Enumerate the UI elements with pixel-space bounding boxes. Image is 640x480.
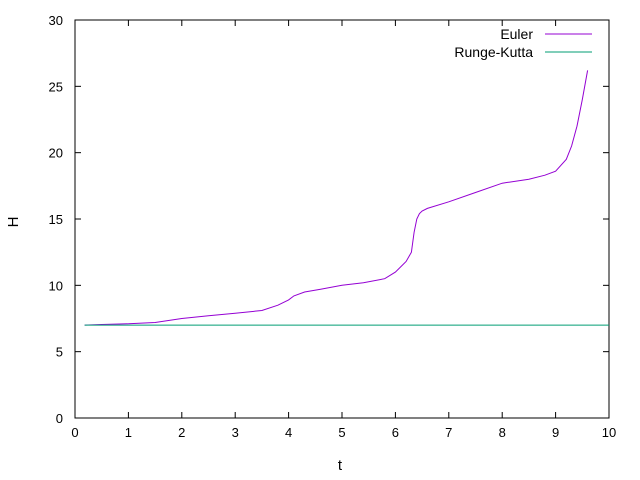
x-axis-label: t (338, 457, 343, 474)
x-tick-label: 9 (552, 425, 559, 440)
y-tick-label: 0 (56, 411, 63, 426)
x-tick-label: 1 (125, 425, 132, 440)
legend-label: Euler (500, 26, 533, 42)
x-tick-label: 4 (285, 425, 292, 440)
x-tick-label: 10 (602, 425, 616, 440)
x-tick-label: 5 (338, 425, 345, 440)
x-tick-label: 2 (178, 425, 185, 440)
x-tick-label: 3 (232, 425, 239, 440)
series-lines (84, 70, 609, 326)
x-tick-label: 0 (71, 425, 78, 440)
legend: Euler Runge-Kutta (454, 26, 592, 60)
x-tick-label: 7 (445, 425, 452, 440)
plot-frame (74, 19, 610, 419)
y-axis-label: H (5, 217, 22, 228)
y-tick-label: 15 (49, 212, 63, 227)
y-tick-label: 25 (49, 79, 63, 94)
plot-border (74, 19, 610, 419)
x-tick-label: 8 (499, 425, 506, 440)
y-tick-label: 20 (49, 146, 63, 161)
y-tick-label: 5 (56, 345, 63, 360)
tick-labels: 0 1 2 3 4 5 6 7 8 9 10 0 5 10 15 20 25 30 (49, 13, 617, 440)
series-line-euler (84, 70, 589, 326)
legend-label: Runge-Kutta (454, 44, 533, 60)
x-tick-label: 6 (392, 425, 399, 440)
y-tick-label: 30 (49, 13, 63, 28)
y-tick-label: 10 (49, 278, 63, 293)
tick-marks (74, 19, 610, 419)
